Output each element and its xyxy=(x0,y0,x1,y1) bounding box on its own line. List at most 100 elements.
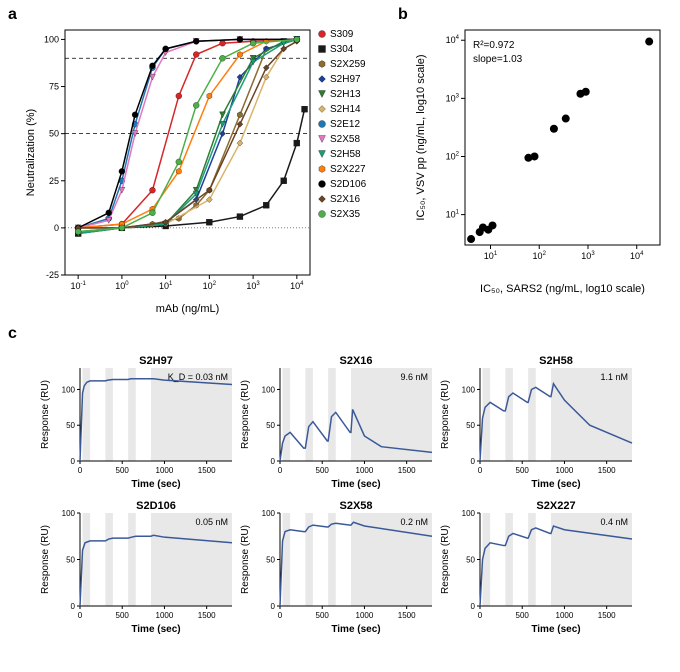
svg-text:1500: 1500 xyxy=(598,611,616,620)
svg-text:100: 100 xyxy=(62,509,76,518)
svg-text:101: 101 xyxy=(159,281,173,291)
svg-text:0.2 nM: 0.2 nM xyxy=(400,517,428,527)
svg-text:50: 50 xyxy=(49,129,59,139)
svg-text:R²=0.972: R²=0.972 xyxy=(473,40,515,51)
svg-text:S2H97: S2H97 xyxy=(330,74,361,85)
svg-text:25: 25 xyxy=(49,176,59,186)
panel-b-chart: 101 102 103 104 101 102 103 104 IC₅₀, VSV pp (ng… xyxy=(410,20,670,300)
svg-text:100: 100 xyxy=(62,385,76,394)
svg-text:S2X58: S2X58 xyxy=(339,500,372,512)
svg-text:1.1 nM: 1.1 nM xyxy=(600,372,628,382)
svg-text:102: 102 xyxy=(203,281,217,291)
svg-text:S2D106: S2D106 xyxy=(330,179,367,190)
svg-text:500: 500 xyxy=(316,611,330,620)
svg-text:104: 104 xyxy=(630,251,644,261)
svg-text:-25: -25 xyxy=(46,270,59,280)
svg-text:0: 0 xyxy=(278,611,283,620)
svg-text:104: 104 xyxy=(290,281,304,291)
svg-text:50: 50 xyxy=(466,556,475,565)
svg-text:S304: S304 xyxy=(330,44,354,55)
svg-text:0: 0 xyxy=(78,466,83,475)
svg-text:S2E12: S2E12 xyxy=(330,119,360,130)
svg-text:500: 500 xyxy=(116,466,130,475)
svg-text:Response (RU): Response (RU) xyxy=(240,525,251,594)
svg-text:0: 0 xyxy=(271,457,276,466)
svg-text:0: 0 xyxy=(78,611,83,620)
panel-c-chart: 050010001500050100Response (RU)Time (sec… xyxy=(20,340,660,670)
svg-text:S2X16: S2X16 xyxy=(339,355,372,367)
svg-text:S2X35: S2X35 xyxy=(330,209,360,220)
panel-a-chart: -25025507510010-1100101102103104Neutrali… xyxy=(20,20,390,320)
svg-text:50: 50 xyxy=(66,421,75,430)
svg-text:10-1: 10-1 xyxy=(70,281,86,291)
svg-text:102: 102 xyxy=(446,151,460,161)
svg-text:0: 0 xyxy=(478,466,483,475)
svg-text:S309: S309 xyxy=(330,29,354,40)
svg-text:0: 0 xyxy=(278,466,283,475)
svg-text:Neutralization (%): Neutralization (%) xyxy=(25,109,37,196)
svg-text:IC₅₀, SARS2 (ng/mL, log10 scal: IC₅₀, SARS2 (ng/mL, log10 scale) xyxy=(480,283,645,295)
svg-text:slope=1.03: slope=1.03 xyxy=(473,54,523,65)
svg-text:1000: 1000 xyxy=(556,611,574,620)
panel-b-label: b xyxy=(398,6,408,24)
svg-text:0: 0 xyxy=(71,457,76,466)
svg-text:0: 0 xyxy=(471,602,476,611)
svg-text:Response (RU): Response (RU) xyxy=(440,380,451,449)
svg-text:0: 0 xyxy=(271,602,276,611)
svg-text:0: 0 xyxy=(478,611,483,620)
svg-text:9.6 nM: 9.6 nM xyxy=(400,372,428,382)
svg-text:1500: 1500 xyxy=(198,466,216,475)
svg-text:Response (RU): Response (RU) xyxy=(440,525,451,594)
svg-text:0: 0 xyxy=(471,457,476,466)
panel-a-label: a xyxy=(8,6,17,24)
svg-text:101: 101 xyxy=(484,251,498,261)
svg-text:S2X227: S2X227 xyxy=(330,164,366,175)
svg-text:Time (sec): Time (sec) xyxy=(131,624,180,635)
svg-text:50: 50 xyxy=(466,421,475,430)
svg-text:0.4 nM: 0.4 nM xyxy=(600,517,628,527)
svg-text:1500: 1500 xyxy=(198,611,216,620)
svg-text:100: 100 xyxy=(262,509,276,518)
figure-root: a b c -25025507510010-1100101102103104Ne… xyxy=(0,0,680,672)
svg-text:Time (sec): Time (sec) xyxy=(331,479,380,490)
svg-text:50: 50 xyxy=(66,556,75,565)
svg-text:1500: 1500 xyxy=(398,611,416,620)
svg-text:Time (sec): Time (sec) xyxy=(331,624,380,635)
svg-text:S2X259: S2X259 xyxy=(330,59,366,70)
svg-text:500: 500 xyxy=(516,611,530,620)
svg-text:103: 103 xyxy=(446,93,460,103)
svg-text:Time (sec): Time (sec) xyxy=(531,624,580,635)
svg-text:S2H97: S2H97 xyxy=(139,355,173,367)
svg-text:100: 100 xyxy=(462,385,476,394)
svg-text:500: 500 xyxy=(516,466,530,475)
svg-text:104: 104 xyxy=(446,35,460,45)
svg-text:500: 500 xyxy=(316,466,330,475)
svg-text:50: 50 xyxy=(266,421,275,430)
svg-text:1000: 1000 xyxy=(156,466,174,475)
svg-text:103: 103 xyxy=(581,251,595,261)
svg-text:Response (RU): Response (RU) xyxy=(40,525,51,594)
svg-text:100: 100 xyxy=(462,509,476,518)
svg-text:S2H58: S2H58 xyxy=(539,355,573,367)
svg-text:Time (sec): Time (sec) xyxy=(531,479,580,490)
svg-text:S2H14: S2H14 xyxy=(330,104,361,115)
svg-text:1500: 1500 xyxy=(598,466,616,475)
svg-text:100: 100 xyxy=(262,385,276,394)
svg-text:Response (RU): Response (RU) xyxy=(240,380,251,449)
svg-text:100: 100 xyxy=(115,281,129,291)
svg-text:IC₅₀, VSV pp (ng/mL, log10 sca: IC₅₀, VSV pp (ng/mL, log10 scale) xyxy=(415,54,427,220)
svg-text:0: 0 xyxy=(71,602,76,611)
svg-text:1000: 1000 xyxy=(556,466,574,475)
svg-text:1000: 1000 xyxy=(156,611,174,620)
svg-text:50: 50 xyxy=(266,556,275,565)
svg-text:Time (sec): Time (sec) xyxy=(131,479,180,490)
svg-text:103: 103 xyxy=(246,281,260,291)
svg-text:101: 101 xyxy=(446,210,460,220)
svg-text:1000: 1000 xyxy=(356,611,374,620)
svg-text:S2H13: S2H13 xyxy=(330,89,361,100)
svg-text:102: 102 xyxy=(533,251,547,261)
svg-text:0: 0 xyxy=(54,223,59,233)
svg-text:S2H58: S2H58 xyxy=(330,149,361,160)
svg-text:S2X227: S2X227 xyxy=(536,500,575,512)
svg-text:500: 500 xyxy=(116,611,130,620)
